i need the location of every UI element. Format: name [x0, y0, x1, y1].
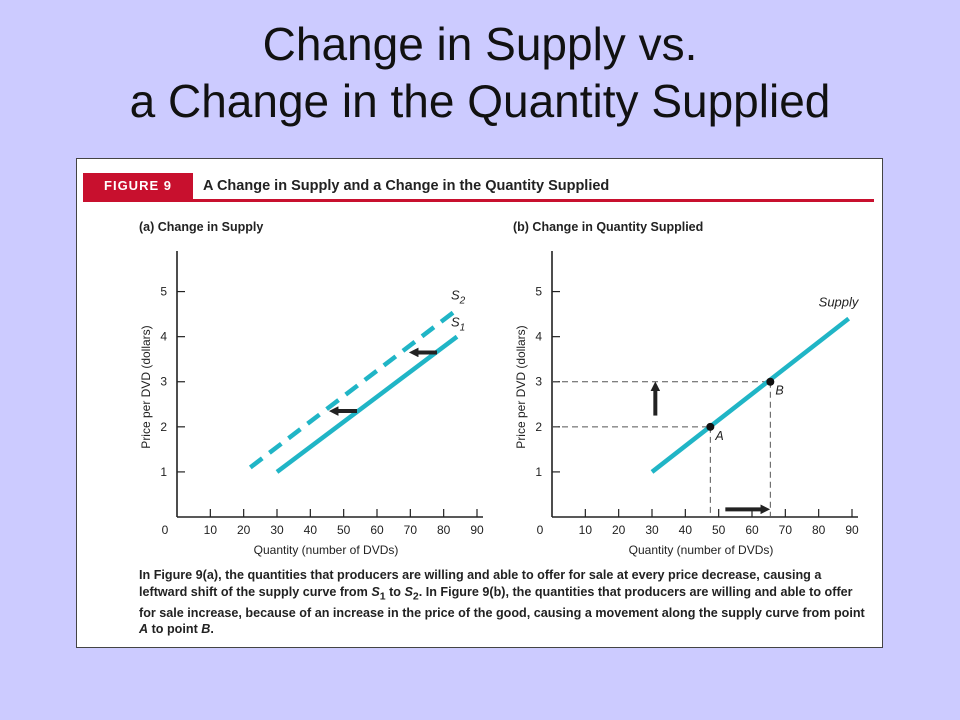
panel-b-x-tick-label: 40: [679, 523, 693, 537]
panel-b-ylabel: Price per DVD (dollars): [514, 325, 528, 448]
caption-s1-base: S: [371, 584, 380, 599]
panel-a-series-label-s2: S2: [451, 288, 466, 307]
panel-b-x-tick-label: 50: [712, 523, 726, 537]
panel-b-x-tick-label: 10: [579, 523, 593, 537]
panel-b-series-supply: [650, 316, 851, 474]
caption-s1-sub: 1: [379, 590, 386, 603]
panel-a-y-tick-label: 2: [160, 420, 167, 434]
figure-panel: FIGURE 9 A Change in Supply and a Change…: [76, 158, 883, 648]
panel-a-xlabel: Quantity (number of DVDs): [254, 543, 399, 557]
panel-b-y-tick-label: 1: [535, 465, 542, 479]
panel-b-x-tick-label: 70: [779, 523, 793, 537]
panel-b-x-tick-label: 20: [612, 523, 626, 537]
panel-a-y-tick-label: 3: [160, 375, 167, 389]
panel-a: (a) Change in Supply Price per DVD (doll…: [139, 220, 484, 557]
panel-a-x-tick-label: 60: [370, 523, 384, 537]
panel-b-y-tick-label: 4: [535, 330, 542, 344]
panel-a-x-tick-label: 10: [204, 523, 218, 537]
figure-badge: FIGURE 9: [83, 173, 193, 199]
panel-a-y-tick-label: 4: [160, 330, 167, 344]
panel-a-x-tick-label: 30: [270, 523, 284, 537]
panel-b-x-tick-label: 0: [537, 523, 544, 537]
panel-b-point-a: [706, 422, 715, 431]
panel-a-x-tick-label: 20: [237, 523, 251, 537]
panel-a-series-s2: [248, 307, 459, 470]
panel-a-y-tick-label: 5: [160, 285, 167, 299]
caption-s2-sub: 2: [412, 590, 419, 603]
panel-b-series-label-supply: Supply: [819, 295, 860, 310]
caption-text-1: In Figure 9(a), the quantities that prod…: [139, 568, 822, 599]
panel-b-point-b: [766, 377, 775, 386]
panel-b: (b) Change in Quantity Supplied Price pe…: [513, 220, 860, 557]
caption-text-4: .: [210, 622, 214, 637]
slide-title: Change in Supply vs. a Change in the Qua…: [0, 16, 960, 130]
panel-a-series-s1: [275, 334, 459, 474]
panel-b-title: (b) Change in Quantity Supplied: [513, 220, 703, 234]
panel-a-y-tick-label: 1: [160, 465, 167, 479]
figure-rule: [83, 199, 874, 202]
panel-a-x-tick-label: 50: [337, 523, 351, 537]
panel-b-y-tick-label: 2: [535, 420, 542, 434]
figure-caption: In Figure 9(a), the quantities that prod…: [139, 567, 869, 638]
panel-a-x-tick-label: 90: [470, 523, 484, 537]
panel-a-ylabel: Price per DVD (dollars): [139, 325, 153, 448]
panel-b-x-tick-label: 80: [812, 523, 826, 537]
caption-text-3: to point: [148, 622, 202, 637]
caption-text-2: . In Figure 9(b), the quantities that pr…: [139, 584, 865, 620]
panel-b-point-label-b: B: [775, 384, 783, 398]
slide-title-line1: Change in Supply vs.: [262, 18, 698, 70]
panel-a-x-tick-label: 70: [404, 523, 418, 537]
panel-b-xlabel: Quantity (number of DVDs): [629, 543, 774, 557]
figure-heading: A Change in Supply and a Change in the Q…: [203, 178, 610, 194]
panel-b-x-tick-label: 90: [845, 523, 859, 537]
panel-b-y-tick-label: 3: [535, 375, 542, 389]
panel-b-x-tick-label: 60: [745, 523, 759, 537]
caption-point-b: B: [201, 622, 211, 637]
panel-b-point-label-a: A: [714, 429, 723, 443]
charts-svg: (a) Change in Supply Price per DVD (doll…: [139, 220, 860, 557]
panel-a-series-label-s1: S1: [451, 315, 465, 334]
panel-b-x-tick-label: 30: [645, 523, 659, 537]
panel-a-x-tick-label: 80: [437, 523, 451, 537]
caption-point-a: A: [139, 622, 149, 637]
panel-a-x-tick-label: 40: [304, 523, 318, 537]
panel-a-x-tick-label: 0: [162, 523, 169, 537]
caption-s2-base: S: [404, 584, 413, 599]
slide-title-line2: a Change in the Quantity Supplied: [129, 75, 831, 127]
caption-to: to: [385, 584, 405, 599]
panel-b-y-tick-label: 5: [535, 285, 542, 299]
panel-a-title: (a) Change in Supply: [139, 220, 263, 234]
